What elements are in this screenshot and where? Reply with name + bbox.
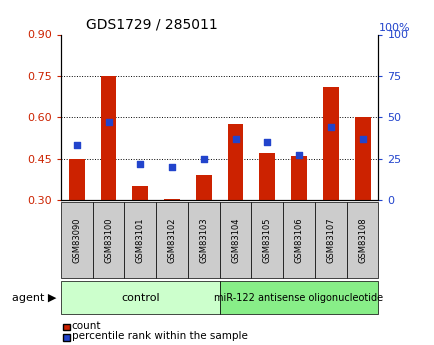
Point [137,161,144,166]
Text: GSM83106: GSM83106 [294,217,303,263]
Bar [290,156,306,200]
Text: agent ▶: agent ▶ [12,293,56,303]
Bar [132,186,148,200]
Bar [354,117,370,200]
Point [295,152,302,158]
Text: percentile rank within the sample: percentile rank within the sample [72,332,247,341]
Text: miR-122 antisense oligonucleotide: miR-122 antisense oligonucleotide [214,293,383,303]
Text: control: control [121,293,159,303]
Bar [164,199,180,200]
Point [105,119,112,125]
Text: GSM83101: GSM83101 [135,217,145,263]
Bar [100,76,116,200]
Text: count: count [72,321,101,331]
Point [200,156,207,161]
Point [73,143,80,148]
Text: GSM83100: GSM83100 [104,217,113,263]
Text: GSM83103: GSM83103 [199,217,208,263]
Text: GSM83090: GSM83090 [72,217,81,263]
Point [232,136,239,141]
Bar [69,159,85,200]
Text: GDS1729 / 285011: GDS1729 / 285011 [86,18,217,32]
Point [168,164,175,170]
Point [263,139,270,145]
Point [358,136,365,141]
Bar [195,175,211,200]
Text: GSM83107: GSM83107 [326,217,335,263]
Point [327,125,334,130]
Bar [259,153,275,200]
Bar [227,124,243,200]
Text: GSM83104: GSM83104 [230,217,240,263]
Text: GSM83105: GSM83105 [262,217,271,263]
Text: GSM83102: GSM83102 [167,217,176,263]
Bar [322,87,338,200]
Text: GSM83108: GSM83108 [357,217,366,263]
Text: 100%: 100% [378,23,409,33]
